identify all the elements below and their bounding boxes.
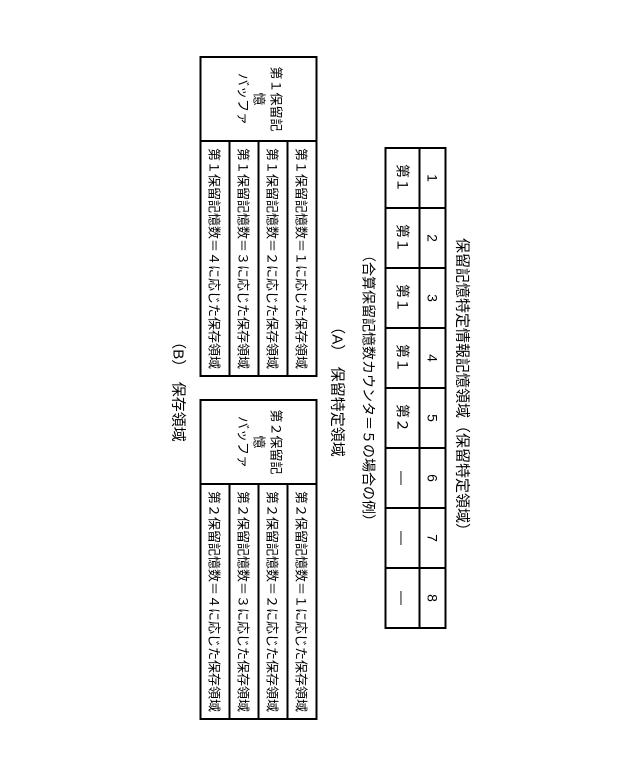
storage-area-cell: 第１保留記憶数＝２に応じた保存領域 (259, 141, 288, 376)
cell-value: — (386, 448, 420, 508)
buffer-1-header: 第１保留記憶バッファ (201, 57, 317, 141)
buffer-2-header: 第２保留記憶バッファ (201, 400, 317, 484)
section-b-label: （B） 保存領域 (169, 38, 190, 738)
cell-value: — (386, 568, 420, 628)
cell-value: 第１ (386, 148, 420, 208)
col-header: 6 (420, 448, 446, 508)
storage-area-cell: 第１保留記憶数＝１に応じた保存領域 (288, 141, 317, 376)
cell-value: 第１ (386, 208, 420, 268)
col-header: 7 (420, 508, 446, 568)
counter-note: （合算保留記憶数カウンタ＝５の場合の例） (359, 38, 379, 738)
section-a-label: （A） 保留特定領域 (328, 38, 349, 738)
col-header: 2 (420, 208, 446, 268)
storage-area-cell: 第２保留記憶数＝２に応じた保存領域 (259, 484, 288, 719)
table-row: 第１保留記憶バッファ 第１保留記憶数＝１に応じた保存領域 (288, 57, 317, 376)
col-header: 4 (420, 328, 446, 388)
col-header: 3 (420, 268, 446, 328)
storage-area-cell: 第２保留記憶数＝４に応じた保存領域 (201, 484, 230, 719)
buffer-1-table: 第１保留記憶バッファ 第１保留記憶数＝１に応じた保存領域 第１保留記憶数＝２に応… (200, 56, 318, 377)
reserve-spec-table: 1 2 3 4 5 6 7 8 第１ 第１ 第１ 第１ 第２ — — — (385, 147, 447, 629)
storage-area-cell: 第１保留記憶数＝３に応じた保存領域 (230, 141, 259, 376)
table-row: 1 2 3 4 5 6 7 8 (420, 148, 446, 628)
col-header: 8 (420, 568, 446, 628)
col-header: 5 (420, 388, 446, 448)
cell-value: 第２ (386, 388, 420, 448)
storage-area-cell: 第２保留記憶数＝１に応じた保存領域 (288, 484, 317, 719)
table-row: 第２保留記憶バッファ 第２保留記憶数＝１に応じた保存領域 (288, 400, 317, 719)
table-row: 第１ 第１ 第１ 第１ 第２ — — — (386, 148, 420, 628)
section-a-title: 保留記憶特定情報記憶領域（保留特定領域） (453, 38, 474, 738)
cell-value: — (386, 508, 420, 568)
buffer-tables-pair: 第１保留記憶バッファ 第１保留記憶数＝１に応じた保存領域 第１保留記憶数＝２に応… (200, 38, 318, 738)
buffer-2-table: 第２保留記憶バッファ 第２保留記憶数＝１に応じた保存領域 第２保留記憶数＝２に応… (200, 399, 318, 720)
cell-value: 第１ (386, 268, 420, 328)
storage-area-cell: 第２保留記憶数＝３に応じた保存領域 (230, 484, 259, 719)
cell-value: 第１ (386, 328, 420, 388)
col-header: 1 (420, 148, 446, 208)
storage-area-cell: 第１保留記憶数＝４に応じた保存領域 (201, 141, 230, 376)
